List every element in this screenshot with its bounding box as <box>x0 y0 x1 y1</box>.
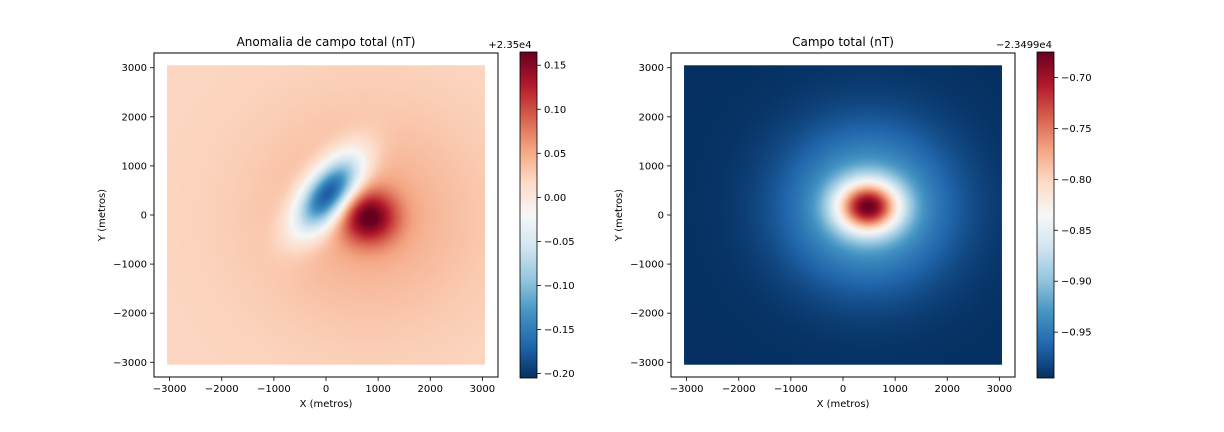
y-tick-label: 1000 <box>639 161 664 172</box>
y-tick-label: −3000 <box>630 358 664 369</box>
panel-total-ylabel: Y (metros) <box>614 189 625 242</box>
anomaly-heatmap <box>167 65 485 365</box>
x-tick-label: −3000 <box>153 384 187 395</box>
colorbar-tick-label: −0.10 <box>544 281 575 292</box>
x-tick-label: −2000 <box>722 384 756 395</box>
y-tick-label: 3000 <box>639 63 664 74</box>
y-tick-label: −1000 <box>630 260 664 271</box>
x-tick-label: −1000 <box>257 384 291 395</box>
x-tick-label: −2000 <box>205 384 239 395</box>
panel-total-title: Campo total (nT) <box>792 35 894 49</box>
colorbar-tick-label: −0.20 <box>544 369 575 380</box>
colorbar-tick-label: −0.90 <box>1061 277 1092 288</box>
y-tick-label: −1000 <box>113 260 147 271</box>
colorbar-tick-label: 0.05 <box>544 149 566 160</box>
y-tick-label: 3000 <box>122 63 147 74</box>
panel-anomaly-ylabel: Y (metros) <box>97 189 108 242</box>
colorbar-tick-label: 0.15 <box>544 61 566 72</box>
panel-anomaly-xlabel: X (metros) <box>300 399 353 410</box>
total-field-heatmap <box>684 65 1002 365</box>
x-tick-label: −3000 <box>670 384 704 395</box>
y-tick-label: −3000 <box>113 358 147 369</box>
panel-total: Campo total (nT) −3000 −2000 −1000 0 1000 200… <box>614 35 1092 410</box>
colorbar-tick-label: −0.05 <box>544 237 575 248</box>
panel-total-colorbar-ticks: −0.95 −0.90 −0.85 −0.80 −0.75 −0.70 <box>1054 73 1092 339</box>
panel-anomaly-x-ticks: −3000 −2000 −1000 0 1000 2000 3000 <box>153 377 495 395</box>
x-tick-label: 1000 <box>882 384 907 395</box>
colorbar-tick-label: 0.10 <box>544 105 566 116</box>
panel-anomaly-colorbar-offset: +2.35e4 <box>488 40 531 51</box>
panel-total-y-ticks: −3000 −2000 −1000 0 1000 2000 3000 <box>630 63 671 369</box>
colorbar-tick-label: −0.70 <box>1061 73 1092 84</box>
colorbar-tick-label: −0.85 <box>1061 226 1092 237</box>
panel-total-xlabel: X (metros) <box>817 399 870 410</box>
x-tick-label: 2000 <box>418 384 443 395</box>
panel-total-plot-area <box>670 52 1016 378</box>
panel-anomaly-colorbar: +2.35e4 −0.20 −0.15 −0.10 −0.05 0.00 0.05 0.10… <box>488 40 574 380</box>
y-tick-label: 0 <box>141 211 147 222</box>
x-tick-label: 2000 <box>935 384 960 395</box>
panel-anomaly: Anomalia de campo total (nT) −3000 −2000−… <box>97 35 575 410</box>
panel-total-x-ticks: −3000 −2000 −1000 0 1000 2000 3000 <box>670 377 1012 395</box>
y-tick-label: 1000 <box>122 161 147 172</box>
panel-anomaly-plot-area <box>153 52 499 378</box>
panel-anomaly-title: Anomalia de campo total (nT) <box>237 35 416 49</box>
x-tick-label: 3000 <box>470 384 495 395</box>
y-tick-label: 0 <box>658 211 664 222</box>
colorbar-tick-label: −0.80 <box>1061 175 1092 186</box>
x-tick-label: −1000 <box>774 384 808 395</box>
colorbar-tick-label: −0.75 <box>1061 124 1092 135</box>
x-tick-label: 0 <box>840 384 846 395</box>
panel-anomaly-colorbar-bar <box>519 51 538 379</box>
x-tick-label: 3000 <box>987 384 1012 395</box>
colorbar-tick-label: 0.00 <box>544 193 566 204</box>
panel-anomaly-y-ticks: −3000 −2000 −1000 0 1000 2000 3000 <box>113 63 154 369</box>
panel-total-colorbar-bar <box>1036 51 1055 379</box>
panel-anomaly-colorbar-ticks: −0.20 −0.15 −0.10 −0.05 0.00 0.05 0.10 0.15 <box>537 61 575 380</box>
panel-total-colorbar-offset: −2.3499e4 <box>996 40 1052 51</box>
x-tick-label: 0 <box>323 384 329 395</box>
y-tick-label: −2000 <box>630 309 664 320</box>
x-tick-label: 1000 <box>365 384 390 395</box>
y-tick-label: 2000 <box>639 112 664 123</box>
panel-total-colorbar: −2.3499e4 −0.95 −0.90 −0.85 −0.80 −0.75 −0.70 <box>996 40 1092 379</box>
colorbar-tick-label: −0.15 <box>544 325 575 336</box>
colorbar-tick-label: −0.95 <box>1061 328 1092 339</box>
y-tick-label: −2000 <box>113 309 147 320</box>
y-tick-label: 2000 <box>122 112 147 123</box>
